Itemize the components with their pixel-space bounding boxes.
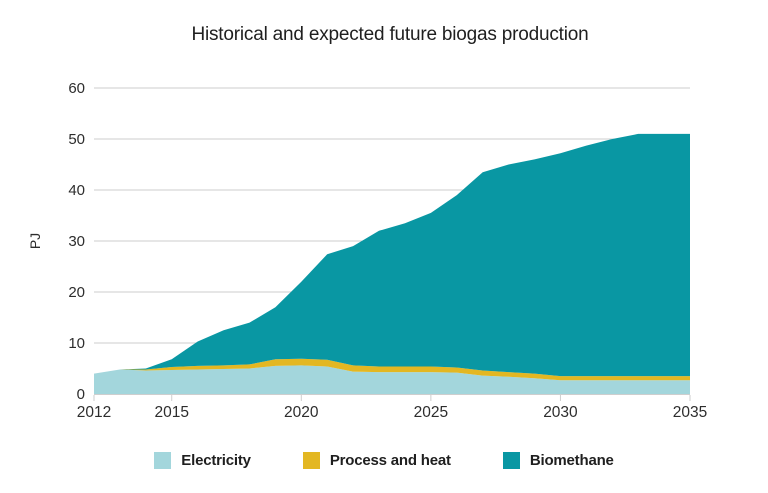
y-tick-label-10: 10: [68, 335, 85, 352]
y-tick-label-60: 60: [68, 80, 85, 97]
process-and-heat-color-swatch: [302, 452, 320, 469]
y-tick-label-0: 0: [77, 386, 85, 403]
legend-item-process-and-heat: Process and heat: [302, 452, 451, 469]
legend-item-biomethane: Biomethane: [502, 452, 614, 469]
area-electricity: [94, 365, 690, 394]
area-process-and-heat: [94, 358, 690, 381]
legend-label-biomethane: Biomethane: [529, 452, 614, 469]
x-tick-label-2012: 2012: [77, 404, 111, 421]
chart-legend: Electricity Process and heat Biomethane: [0, 452, 768, 469]
y-tick-label-50: 50: [68, 131, 85, 148]
x-tick-label-2025: 2025: [414, 404, 448, 421]
legend-item-electricity: Electricity: [154, 452, 251, 469]
area-biomethane: [94, 133, 690, 377]
electricity-color-swatch: [154, 452, 172, 469]
y-tick-label-40: 40: [68, 182, 85, 199]
chart-title: Historical and expected future biogas pr…: [191, 24, 589, 45]
x-tick-label-2035: 2035: [673, 404, 707, 421]
legend-label-process-and-heat: Process and heat: [329, 452, 451, 469]
x-tick-label-2020: 2020: [284, 404, 319, 421]
x-tick-label-2030: 2030: [543, 404, 578, 421]
y-tick-label-20: 20: [68, 284, 85, 301]
y-tick-label-30: 30: [68, 233, 85, 250]
x-tick-label-2015: 2015: [154, 404, 188, 421]
legend-label-electricity: Electricity: [181, 452, 251, 469]
biomethane-color-swatch: [502, 452, 520, 469]
y-axis-label: PJ: [27, 233, 43, 249]
